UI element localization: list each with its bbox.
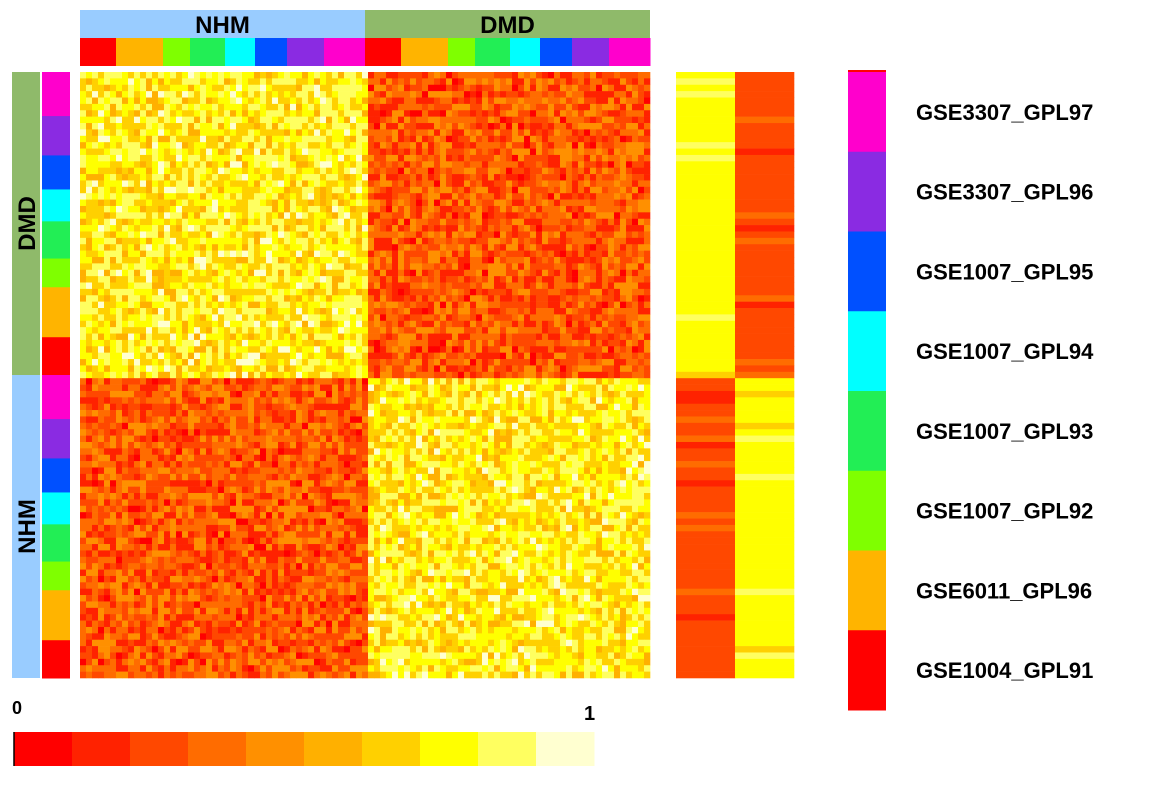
top-group-bar: NHM DMD: [80, 10, 650, 39]
left-dataset-cell: [42, 154, 70, 190]
top-dataset-cell: [324, 38, 366, 66]
left-dataset-cell: [42, 457, 70, 493]
colorbar-segment: [130, 732, 189, 766]
legend-label: GSE1007_GPL92: [916, 499, 1093, 524]
colorbar-max-label: 1: [584, 703, 595, 725]
top-dataset-cell: [365, 38, 402, 66]
top-dataset-cell: [225, 38, 256, 66]
colorbar-segment: [188, 732, 247, 766]
legend-label: GSE1004_GPL91: [916, 658, 1093, 683]
left-group-bar: DMD NHM: [12, 72, 41, 678]
legend-swatch: [848, 72, 886, 153]
legend-label: GSE3307_GPL96: [916, 180, 1093, 205]
top-group-dmd: [365, 10, 650, 38]
colorbar-segment: [246, 732, 305, 766]
colorbar-segment: [478, 732, 537, 766]
colorbar-segment: [536, 732, 595, 766]
left-group-dmd: [12, 72, 40, 375]
legend-swatch: [848, 391, 886, 472]
left-dataset-cell: [42, 258, 70, 288]
top-dataset-cell: [540, 38, 573, 66]
colorbar-min-label: 0: [12, 698, 22, 718]
top-group-nhm: [80, 10, 365, 38]
left-dataset-cell: [42, 561, 70, 591]
legend-label: GSE6011_GPL96: [916, 578, 1092, 603]
dataset-legend: GSE3307_GPL97 GSE3307_GPL96 GSE1007_GPL95 G…: [848, 70, 1094, 711]
top-dataset-cell: [609, 38, 651, 66]
legend-swatch: [848, 630, 886, 711]
top-dataset-cell: [401, 38, 449, 66]
left-group-label-nhm: NHM: [14, 499, 41, 554]
left-dataset-cell: [42, 589, 70, 641]
top-dataset-cell: [287, 38, 325, 66]
left-dataset-cell: [42, 375, 70, 420]
legend-swatch: [848, 231, 886, 312]
top-group-label-dmd: DMD: [480, 12, 535, 39]
left-dataset-cell: [42, 286, 70, 338]
top-dataset-bar: [80, 38, 651, 66]
top-dataset-cell: [510, 38, 541, 66]
left-group-label-dmd: DMD: [14, 196, 41, 251]
colorbar-segment: [304, 732, 363, 766]
left-dataset-cell: [42, 220, 70, 259]
left-dataset-bar: [42, 72, 70, 679]
legend-label: GSE3307_GPL97: [916, 100, 1093, 125]
left-dataset-cell: [42, 418, 70, 459]
left-group-nhm: [12, 375, 40, 678]
left-dataset-cell: [42, 491, 70, 525]
top-dataset-cell: [163, 38, 191, 66]
legend-swatch: [848, 550, 886, 631]
left-dataset-cell: [42, 336, 70, 376]
left-dataset-cell: [42, 523, 70, 562]
left-dataset-cell: [42, 72, 70, 117]
legend-swatch: [848, 470, 886, 551]
colorbar-segment: [420, 732, 479, 766]
group-summary-heatmap: [676, 72, 795, 679]
correlation-heatmap: [80, 72, 651, 679]
legend-label: GSE1007_GPL95: [916, 259, 1093, 284]
legend-label: GSE1007_GPL93: [916, 419, 1093, 444]
top-dataset-cell: [448, 38, 476, 66]
top-dataset-cell: [572, 38, 610, 66]
left-dataset-cell: [42, 115, 70, 156]
top-dataset-cell: [190, 38, 226, 66]
top-dataset-cell: [80, 38, 117, 66]
legend-label: GSE1007_GPL94: [916, 339, 1094, 364]
left-dataset-cell: [42, 188, 70, 222]
top-dataset-cell: [475, 38, 511, 66]
legend-swatch: [848, 311, 886, 392]
legend-swatch: [848, 151, 886, 232]
colorbar-segment: [72, 732, 131, 766]
top-dataset-cell: [255, 38, 288, 66]
top-group-label-nhm: NHM: [195, 12, 250, 39]
left-dataset-cell: [42, 639, 70, 679]
colorbar-segment: [362, 732, 421, 766]
colorbar-segment: [14, 732, 73, 766]
top-dataset-cell: [116, 38, 164, 66]
